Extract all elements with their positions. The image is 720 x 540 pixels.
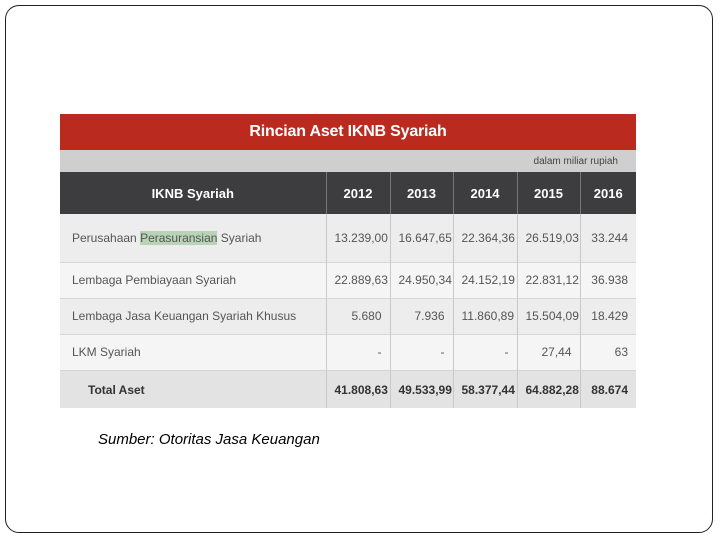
table-cell: 13.239,00 (326, 214, 391, 263)
total-cell: 49.533,99 (390, 370, 454, 408)
table-title: Rincian Aset IKNB Syariah (60, 114, 636, 150)
table-cell: 26.519,03 (517, 214, 581, 263)
table-cell: 22.889,63 (326, 262, 391, 299)
table-cell: 7.936 (390, 298, 454, 335)
asset-table-image: Rincian Aset IKNB Syariah dalam miliar r… (60, 114, 636, 408)
table-cell: 18.429 (580, 298, 636, 335)
table-row: Lembaga Jasa Keuangan Syariah Khusus 5.6… (60, 298, 636, 335)
total-cell: 64.882,28 (517, 370, 581, 408)
table-row: Perusahaan Perasuransian Syariah 13.239,… (60, 214, 636, 263)
row-label-text: Perusahaan Perasuransian Syariah (72, 230, 262, 245)
table-cell: 63 (580, 334, 636, 371)
table-cell: 36.938 (580, 262, 636, 299)
table-cell: 15.504,09 (517, 298, 581, 335)
total-cell: 88.674 (580, 370, 636, 408)
header-2016: 2016 (580, 172, 636, 214)
table-cell: 24.152,19 (453, 262, 518, 299)
source-note: Sumber: Otoritas Jasa Keuangan (98, 431, 320, 448)
table-cell: 24.950,34 (390, 262, 454, 299)
table-unit: dalam miliar rupiah (533, 155, 618, 167)
row-label: Perusahaan Perasuransian Syariah (60, 214, 327, 263)
header-2014: 2014 (453, 172, 518, 214)
total-cell: 41.808,63 (326, 370, 391, 408)
highlighted-word: Perasuransian (140, 230, 218, 245)
table-cell: 22.831,12 (517, 262, 581, 299)
table-cell: - (453, 334, 518, 371)
row-label: LKM Syariah (60, 334, 327, 371)
table-cell: 11.860,89 (453, 298, 518, 335)
table-cell: 22.364,36 (453, 214, 518, 263)
table-row: LKM Syariah - - - 27,44 63 (60, 334, 636, 371)
header-label: IKNB Syariah (60, 172, 327, 214)
header-2015: 2015 (517, 172, 581, 214)
header-2012: 2012 (326, 172, 391, 214)
table-row: Lembaga Pembiayaan Syariah 22.889,63 24.… (60, 262, 636, 299)
row-label: Lembaga Jasa Keuangan Syariah Khusus (60, 298, 327, 335)
table-total-row: Total Aset 41.808,63 49.533,99 58.377,44… (60, 370, 636, 408)
asset-table: IKNB Syariah 2012 2013 2014 2015 2016 Pe… (60, 172, 636, 408)
table-unit-bar: dalam miliar rupiah (60, 150, 636, 172)
table-cell: 16.647,65 (390, 214, 454, 263)
table-cell: - (326, 334, 391, 371)
header-2013: 2013 (390, 172, 454, 214)
total-label: Total Aset (60, 370, 327, 408)
row-label: Lembaga Pembiayaan Syariah (60, 262, 327, 299)
table-cell: 33.244 (580, 214, 636, 263)
total-cell: 58.377,44 (453, 370, 518, 408)
table-cell: 5.680 (326, 298, 391, 335)
table-header-row: IKNB Syariah 2012 2013 2014 2015 2016 (60, 172, 636, 214)
table-cell: 27,44 (517, 334, 581, 371)
table-cell: - (390, 334, 454, 371)
